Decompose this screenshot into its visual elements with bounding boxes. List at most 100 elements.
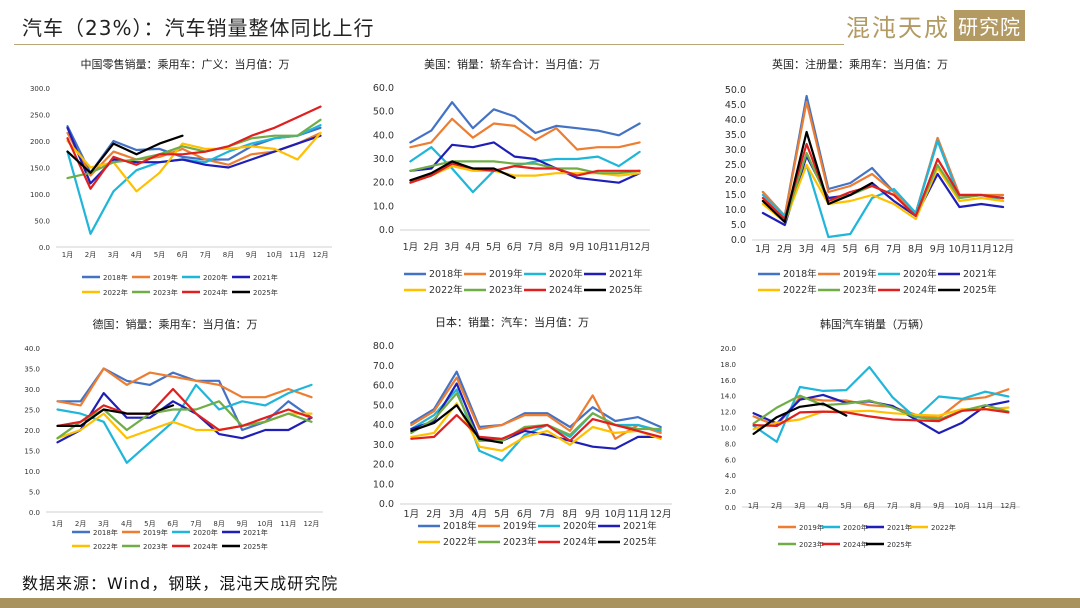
y-tick-label: 12.0 bbox=[720, 409, 736, 417]
y-tick-label: 10.0 bbox=[720, 425, 736, 433]
y-tick-label: 20.0 bbox=[373, 460, 394, 471]
legend-label: 2019年 bbox=[503, 520, 537, 532]
legend-label: 2025年 bbox=[623, 536, 657, 548]
x-tick-label: 2月 bbox=[777, 244, 793, 255]
legend-label: 2021年 bbox=[243, 528, 268, 537]
y-tick-label: 50.0 bbox=[373, 107, 394, 118]
y-tick-label: 35.0 bbox=[24, 366, 40, 374]
y-tick-label: 50.0 bbox=[373, 400, 394, 411]
legend-label: 2019年 bbox=[843, 268, 877, 280]
y-tick-label: 10.0 bbox=[725, 205, 746, 216]
legend-label: 2021年 bbox=[887, 523, 912, 532]
y-tick-label: 25.0 bbox=[725, 160, 746, 171]
series-line bbox=[409, 162, 641, 184]
y-tick-label: 250.0 bbox=[30, 112, 50, 120]
y-tick-label: 10.0 bbox=[373, 479, 394, 490]
x-tick-label: 12月 bbox=[650, 509, 672, 520]
x-tick-label: 5月 bbox=[154, 251, 165, 259]
x-tick-label: 10月 bbox=[954, 502, 970, 510]
x-tick-label: 8月 bbox=[908, 244, 924, 255]
y-tick-label: 2.0 bbox=[725, 488, 736, 496]
legend-label: 2024年 bbox=[903, 284, 937, 296]
x-tick-label: 4月 bbox=[817, 502, 828, 510]
y-tick-label: 100.0 bbox=[30, 191, 50, 199]
x-tick-label: 5月 bbox=[486, 242, 502, 253]
x-tick-label: 6月 bbox=[864, 244, 880, 255]
y-tick-label: 35.0 bbox=[725, 130, 746, 141]
x-tick-label: 9月 bbox=[246, 251, 257, 259]
legend-label: 2025年 bbox=[609, 284, 643, 296]
legend-label: 2023年 bbox=[843, 284, 877, 296]
chart-us-sedan: 美国：销量：轿车合计：当月值：万 0.0 10.0 20.0 30.0 40.0 50.0 6… bbox=[373, 57, 651, 296]
x-tick-label: 11月 bbox=[280, 520, 296, 528]
legend-label: 2025年 bbox=[243, 542, 268, 551]
x-tick-label: 8月 bbox=[548, 242, 564, 253]
series-line bbox=[761, 130, 874, 224]
series-line bbox=[761, 139, 1005, 239]
x-tick-label: 3月 bbox=[98, 520, 109, 528]
legend-label: 2022年 bbox=[103, 288, 128, 297]
legend-label: 2023年 bbox=[489, 284, 523, 296]
y-tick-label: 20.0 bbox=[725, 175, 746, 186]
series-line bbox=[761, 142, 1005, 221]
legend-label: 2023年 bbox=[503, 536, 537, 548]
y-tick-label: 40.0 bbox=[725, 115, 746, 126]
series-line bbox=[409, 160, 516, 182]
legend-label: 2023年 bbox=[143, 542, 168, 551]
x-tick-label: 8月 bbox=[213, 520, 224, 528]
x-tick-label: 2月 bbox=[75, 520, 86, 528]
series-line bbox=[752, 388, 1010, 427]
series-line bbox=[409, 117, 641, 151]
legend-label: 2022年 bbox=[443, 536, 477, 548]
chart-title: 中国零售销量：乘用车：广义：当月值：万 bbox=[81, 57, 290, 71]
y-tick-label: 10.0 bbox=[24, 468, 40, 476]
y-tick-label: 40.0 bbox=[373, 130, 394, 141]
x-tick-label: 8月 bbox=[562, 509, 578, 520]
legend-label: 2021年 bbox=[609, 268, 643, 280]
y-tick-label: 20.0 bbox=[720, 345, 736, 353]
x-tick-label: 9月 bbox=[569, 242, 585, 253]
chart-korea-sales: 韩国汽车销量（万辆） 0.0 2.0 4.0 6.0 8.0 10.0 12.0 14.0 16.… bbox=[720, 317, 1020, 549]
series-line bbox=[409, 141, 641, 184]
x-tick-label: 3月 bbox=[444, 242, 460, 253]
series-line bbox=[56, 412, 313, 440]
legend-label: 2021年 bbox=[963, 268, 997, 280]
legend-label: 2018年 bbox=[93, 528, 118, 537]
series-line bbox=[410, 414, 662, 442]
series-line bbox=[56, 392, 313, 444]
series-line bbox=[56, 383, 313, 464]
x-tick-label: 1月 bbox=[755, 244, 771, 255]
y-tick-label: 5.0 bbox=[731, 220, 746, 231]
legend-label: 2025年 bbox=[963, 284, 997, 296]
x-tick-label: 9月 bbox=[933, 502, 944, 510]
x-tick-label: 7月 bbox=[886, 244, 902, 255]
x-tick-label: 8月 bbox=[223, 251, 234, 259]
legend-label: 2022年 bbox=[931, 523, 956, 532]
x-tick-label: 10月 bbox=[257, 520, 273, 528]
x-tick-label: 11月 bbox=[627, 509, 649, 520]
legend-label: 2020年 bbox=[903, 268, 937, 280]
y-tick-label: 20.0 bbox=[373, 178, 394, 189]
series-line bbox=[761, 163, 1005, 224]
x-tick-label: 7月 bbox=[200, 251, 211, 259]
x-tick-label: 7月 bbox=[528, 242, 544, 253]
y-tick-label: 70.0 bbox=[373, 361, 394, 372]
x-tick-label: 12月 bbox=[313, 251, 329, 259]
x-tick-label: 9月 bbox=[585, 509, 601, 520]
chart-germany-sales: 德国：销量：乘用车：当月值：万 0.0 5.0 10.0 15.0 20.0 25.0 30.… bbox=[24, 317, 323, 551]
chart-title: 美国：销量：轿车合计：当月值：万 bbox=[424, 57, 600, 71]
y-tick-label: 15.0 bbox=[24, 448, 40, 456]
x-tick-label: 12月 bbox=[1000, 502, 1016, 510]
legend-label: 2025年 bbox=[887, 540, 912, 549]
x-tick-label: 11月 bbox=[970, 244, 992, 255]
x-tick-label: 9月 bbox=[930, 244, 946, 255]
chart-title: 日本：销量：汽车：当月值：万 bbox=[435, 315, 589, 329]
brand-logo: 混沌天成 研究院 bbox=[846, 8, 1025, 42]
legend-label: 2024年 bbox=[563, 536, 597, 548]
series-line bbox=[752, 402, 848, 435]
legend-label: 2023年 bbox=[153, 288, 178, 297]
x-tick-label: 9月 bbox=[236, 520, 247, 528]
legend-label: 2022年 bbox=[429, 284, 463, 296]
x-tick-label: 2月 bbox=[426, 509, 442, 520]
x-tick-label: 10月 bbox=[949, 244, 971, 255]
